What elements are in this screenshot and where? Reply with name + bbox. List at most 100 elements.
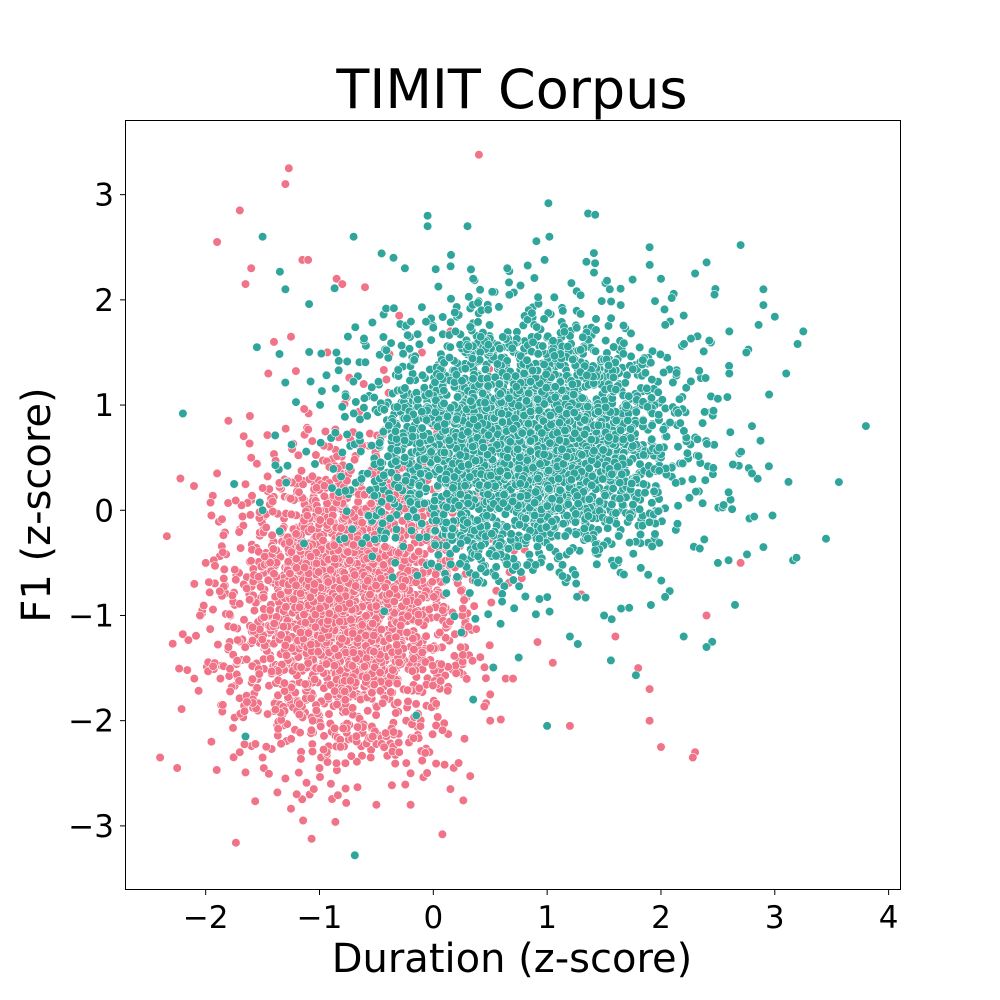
data-point-series-2: [334, 365, 344, 375]
data-point-series-1: [369, 647, 379, 657]
data-point-series-1: [380, 542, 390, 552]
data-point-series-2: [495, 344, 505, 354]
data-point-series-1: [340, 686, 350, 697]
data-point-series-2: [350, 322, 360, 332]
data-point-series-1: [302, 510, 312, 521]
data-point-series-2: [684, 493, 695, 503]
data-point-series-2: [446, 317, 456, 327]
data-point-series-2: [606, 296, 616, 307]
data-point-series-1: [407, 666, 417, 676]
data-point-series-2: [487, 287, 497, 297]
data-point-series-1: [215, 586, 225, 596]
data-point-series-2: [618, 321, 629, 331]
data-point-series-1: [293, 450, 304, 460]
data-point-series-1: [394, 747, 404, 757]
data-point-series-1: [391, 708, 401, 718]
data-point-series-2: [497, 589, 507, 599]
data-point-series-1: [361, 611, 371, 621]
data-point-series-1: [422, 768, 432, 778]
data-point-series-1: [365, 589, 375, 600]
data-point-series-2: [699, 407, 710, 417]
data-point-series-2: [575, 309, 586, 319]
data-point-series-1: [414, 546, 424, 557]
data-point-series-1: [276, 739, 286, 749]
data-point-series-2: [601, 336, 611, 346]
data-point-series-1: [409, 733, 419, 743]
data-point-series-1: [379, 742, 389, 752]
data-point-series-1: [459, 734, 470, 744]
data-point-series-1: [191, 631, 201, 641]
data-point-series-2: [405, 375, 415, 386]
data-point-series-1: [334, 604, 344, 614]
data-point-series-2: [376, 507, 387, 517]
data-point-series-1: [189, 579, 199, 589]
data-point-series-2: [414, 532, 424, 543]
data-point-series-1: [319, 491, 330, 501]
data-point-series-1: [242, 654, 252, 665]
data-point-series-1: [315, 772, 325, 782]
data-point-series-2: [542, 592, 552, 602]
data-point-series-1: [340, 695, 350, 705]
data-point-series-1: [340, 758, 351, 768]
data-point-series-2: [579, 523, 589, 534]
data-point-series-1: [311, 450, 321, 460]
data-point-series-2: [675, 418, 685, 428]
data-point-series-2: [645, 260, 655, 270]
data-point-series-2: [430, 540, 440, 550]
data-point-series-1: [392, 640, 402, 650]
data-point-series-2: [393, 365, 403, 375]
data-point-series-1: [239, 706, 250, 716]
data-point-series-2: [654, 410, 664, 420]
data-point-series-1: [289, 594, 299, 604]
data-point-series-2: [349, 408, 359, 419]
data-point-series-1: [206, 510, 216, 521]
data-point-series-1: [394, 311, 404, 321]
data-point-series-1: [371, 710, 381, 720]
data-point-series-2: [533, 349, 543, 359]
data-point-series-1: [210, 561, 220, 571]
data-point-series-2: [321, 370, 332, 380]
data-point-series-1: [247, 674, 258, 684]
data-point-series-1: [280, 640, 290, 651]
data-point-series-2: [742, 549, 752, 560]
data-point-series-1: [296, 662, 306, 672]
data-point-series-1: [420, 748, 430, 758]
data-point-series-2: [417, 302, 427, 312]
data-point-series-1: [353, 722, 363, 732]
data-point-series-1: [252, 459, 262, 469]
data-point-series-1: [363, 576, 373, 586]
data-point-series-1: [223, 642, 233, 652]
data-point-series-1: [248, 635, 258, 646]
data-point-series-1: [610, 631, 621, 642]
data-point-series-1: [421, 631, 431, 641]
data-point-series-1: [496, 714, 506, 725]
data-point-series-2: [531, 236, 542, 246]
data-point-series-1: [239, 739, 250, 749]
data-point-series-2: [480, 364, 491, 375]
data-point-series-1: [260, 551, 270, 562]
data-point-series-1: [458, 603, 468, 614]
data-point-series-1: [324, 709, 334, 719]
data-point-series-1: [292, 789, 302, 799]
data-point-series-1: [345, 676, 356, 686]
data-point-series-1: [348, 647, 358, 658]
data-point-series-2: [370, 534, 380, 545]
data-point-series-1: [413, 609, 424, 620]
data-point-series-1: [313, 647, 323, 657]
data-point-series-1: [548, 658, 558, 668]
data-point-series-1: [296, 466, 307, 476]
data-point-series-2: [342, 429, 352, 440]
data-point-series-1: [242, 583, 252, 594]
data-point-series-1: [368, 618, 378, 629]
data-point-series-2: [708, 406, 719, 416]
data-point-series-2: [626, 351, 636, 362]
data-point-series-1: [212, 468, 222, 479]
data-point-series-1: [291, 554, 301, 564]
data-point-series-1: [286, 332, 296, 342]
data-point-series-1: [443, 686, 453, 696]
data-point-series-1: [384, 678, 394, 688]
data-point-series-2: [424, 471, 434, 481]
data-point-series-2: [539, 255, 550, 265]
data-point-series-2: [571, 578, 581, 589]
data-point-series-1: [330, 817, 341, 827]
